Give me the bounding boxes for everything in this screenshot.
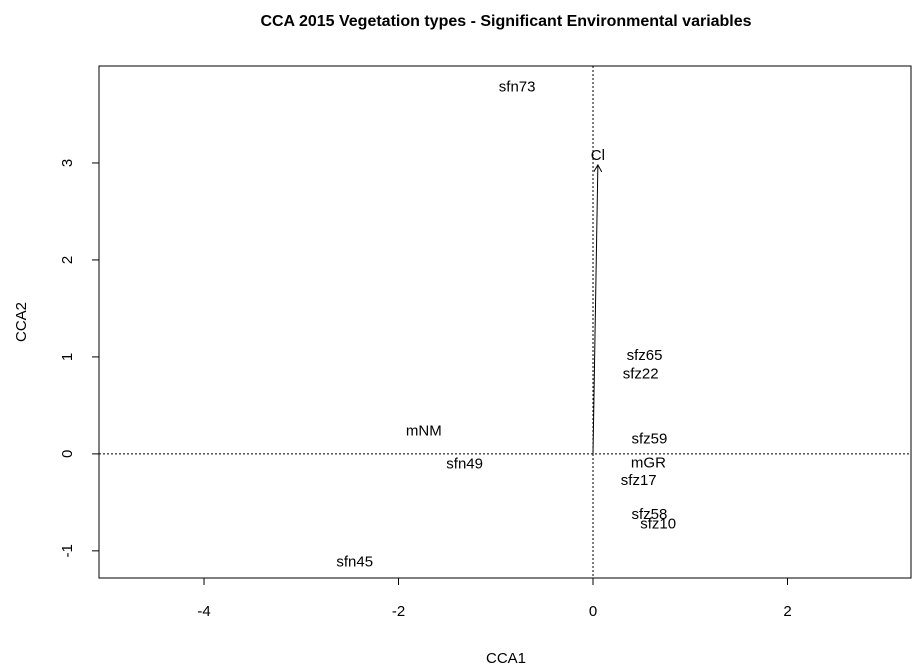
point-label: mNM <box>406 423 442 440</box>
point-label: sfn45 <box>336 553 373 570</box>
x-tick-label: -4 <box>197 603 210 620</box>
y-tick-label: 1 <box>59 353 76 361</box>
point-label: sfz10 <box>640 516 676 533</box>
x-axis-label: CCA1 <box>486 650 526 667</box>
point-label: mGR <box>631 455 666 472</box>
point-label: sfn49 <box>446 456 483 473</box>
x-tick-label: -2 <box>392 603 405 620</box>
point-label: sfz58 <box>631 506 667 523</box>
y-tick-label: -1 <box>59 544 76 557</box>
y-tick-label: 0 <box>59 450 76 458</box>
point-label: sfz59 <box>631 430 667 447</box>
y-tick-label: 3 <box>59 159 76 167</box>
y-tick-label: 2 <box>59 256 76 264</box>
point-label: sfz22 <box>623 365 659 382</box>
plot-frame <box>98 65 912 579</box>
y-axis-label: CCA2 <box>13 302 30 342</box>
x-tick-label: 0 <box>589 603 597 620</box>
point-label: sfn73 <box>499 78 536 95</box>
arrow-label: Cl <box>591 147 605 164</box>
point-label: sfz65 <box>627 347 663 364</box>
point-label: sfz17 <box>621 472 657 489</box>
x-tick-label: 2 <box>783 603 791 620</box>
chart-title: CCA 2015 Vegetation types - Significant … <box>260 13 751 30</box>
arrow <box>592 165 598 454</box>
